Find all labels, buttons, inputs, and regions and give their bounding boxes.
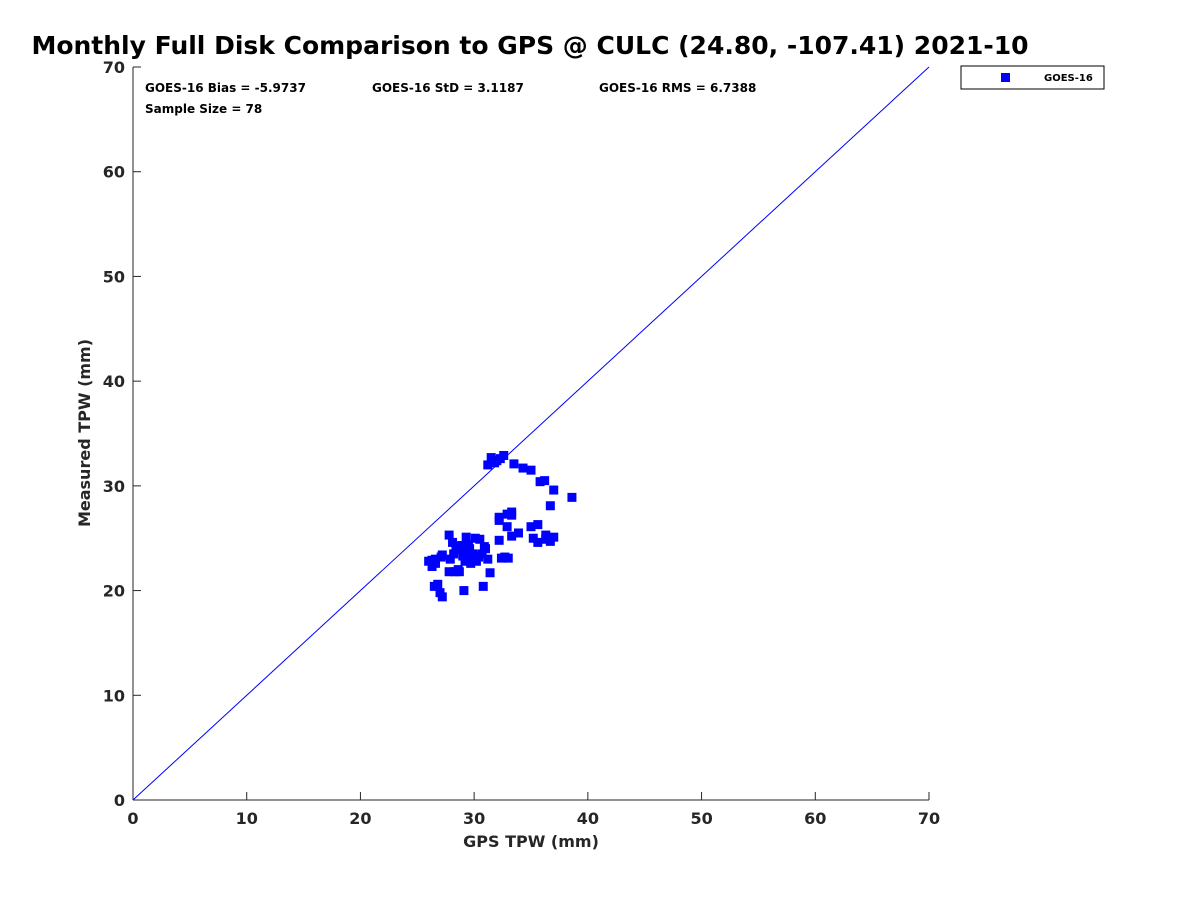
data-point — [483, 554, 493, 564]
data-point — [459, 586, 469, 596]
x-tick-label: 30 — [463, 809, 485, 828]
legend-marker — [1001, 73, 1010, 82]
x-tick-label: 10 — [236, 809, 258, 828]
legend-label: GOES-16 — [1044, 73, 1093, 84]
data-point — [549, 485, 559, 495]
data-point — [448, 537, 458, 547]
data-point — [549, 532, 559, 542]
data-point — [454, 567, 464, 577]
data-point — [507, 531, 517, 541]
data-point — [444, 567, 454, 577]
data-point — [461, 532, 471, 542]
y-tick-label: 40 — [103, 372, 125, 391]
axes: 0 10 20 30 40 50 60 70 0 10 20 30 40 50 60 70 — [103, 58, 940, 828]
y-axis-label: Measured TPW (mm) — [75, 339, 94, 527]
data-point — [424, 556, 434, 566]
data-point — [437, 592, 447, 602]
data-point — [499, 450, 509, 460]
data-point — [449, 549, 459, 559]
y-tick-label: 30 — [103, 477, 125, 496]
data-point — [463, 539, 473, 549]
data-point — [481, 544, 491, 554]
data-point — [477, 549, 487, 559]
data-point — [502, 509, 512, 519]
data-point — [485, 568, 495, 578]
x-tick-label: 50 — [690, 809, 712, 828]
data-point — [462, 548, 472, 558]
data-point — [444, 530, 454, 540]
data-point — [475, 534, 485, 544]
data-point — [455, 545, 465, 555]
data-point — [535, 477, 545, 487]
data-point — [509, 459, 519, 469]
data-point — [458, 551, 468, 561]
data-point — [545, 501, 555, 511]
data-point — [526, 465, 536, 475]
data-point — [445, 554, 455, 564]
one-to-one-line — [132, 66, 930, 801]
data-point — [478, 581, 488, 591]
y-tick-label: 20 — [103, 582, 125, 601]
data-point — [540, 476, 550, 486]
legend: GOES-16 — [960, 65, 1105, 90]
data-point — [528, 533, 538, 543]
data-point — [433, 579, 443, 589]
data-point — [436, 552, 446, 562]
data-point — [533, 537, 543, 547]
reference-line — [132, 66, 930, 801]
data-point — [490, 458, 500, 468]
data-point — [533, 520, 543, 530]
y-tick-label: 50 — [103, 267, 125, 286]
data-point — [470, 533, 480, 543]
data-point — [483, 460, 493, 470]
data-point — [541, 534, 551, 544]
data-point — [468, 549, 478, 559]
std-stat: GOES-16 StD = 3.1187 — [372, 81, 524, 95]
bias-stat: GOES-16 Bias = -5.9737 — [145, 81, 306, 95]
data-point — [513, 528, 523, 538]
x-axis-label: GPS TPW (mm) — [463, 832, 599, 851]
y-tick-label: 0 — [114, 791, 125, 810]
data-point — [494, 535, 504, 545]
chart-title: Monthly Full Disk Comparison to GPS @ CU… — [31, 31, 1028, 60]
data-point — [526, 522, 536, 532]
y-tick-label: 70 — [103, 58, 125, 77]
data-point — [518, 463, 528, 473]
data-points — [424, 450, 577, 602]
data-point — [507, 510, 517, 520]
data-point — [486, 453, 496, 463]
rms-stat: GOES-16 RMS = 6.7388 — [599, 81, 756, 95]
x-tick-label: 20 — [349, 809, 371, 828]
y-tick-label: 10 — [103, 686, 125, 705]
data-point — [567, 492, 577, 502]
data-point — [469, 554, 479, 564]
x-tick-label: 0 — [127, 809, 138, 828]
x-tick-label: 60 — [804, 809, 826, 828]
data-point — [450, 567, 460, 577]
data-point — [430, 558, 440, 568]
data-point — [494, 512, 504, 522]
data-point — [460, 556, 470, 566]
data-point — [502, 522, 512, 532]
data-point — [503, 553, 513, 563]
sample-size-stat: Sample Size = 78 — [145, 102, 262, 116]
y-tick-label: 60 — [103, 163, 125, 182]
x-tick-label: 70 — [918, 809, 940, 828]
x-tick-label: 40 — [577, 809, 599, 828]
legend-box — [960, 65, 1105, 90]
